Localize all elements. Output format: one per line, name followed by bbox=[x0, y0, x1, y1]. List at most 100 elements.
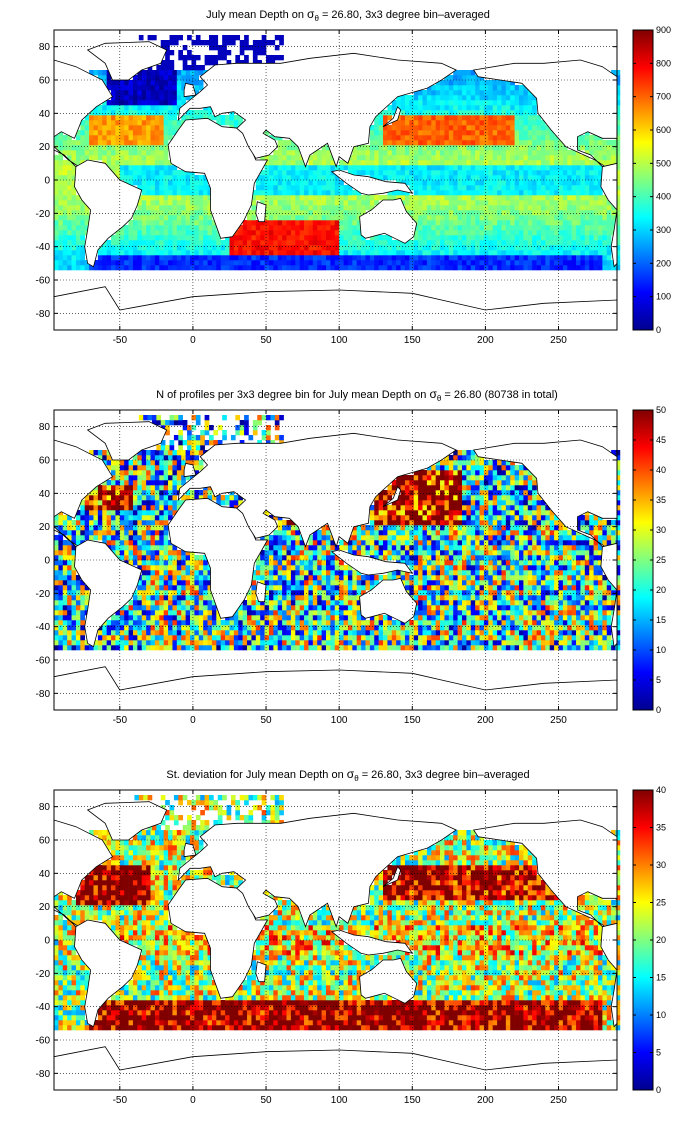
heatmap-cell bbox=[176, 595, 182, 601]
heatmap-cell bbox=[163, 215, 169, 221]
heatmap-cell bbox=[58, 225, 64, 231]
heatmap-cell bbox=[387, 245, 393, 251]
heatmap-cell bbox=[159, 180, 164, 186]
heatmap-cell bbox=[602, 145, 608, 151]
heatmap-cell bbox=[111, 635, 116, 641]
heatmap-cell bbox=[615, 265, 621, 271]
heatmap-cell bbox=[229, 500, 235, 506]
heatmap-cell bbox=[580, 155, 586, 161]
heatmap-cell bbox=[141, 145, 147, 151]
heatmap-cell bbox=[347, 185, 353, 191]
heatmap-cell bbox=[549, 160, 555, 166]
heatmap-cell bbox=[277, 180, 283, 186]
heatmap-cell bbox=[119, 135, 125, 141]
heatmap-cell bbox=[347, 260, 353, 266]
heatmap-cell bbox=[159, 500, 164, 506]
heatmap-cell bbox=[58, 590, 64, 596]
heatmap-cell bbox=[247, 250, 252, 256]
heatmap-cell bbox=[128, 645, 134, 651]
heatmap-cell bbox=[519, 160, 524, 166]
heatmap-cell bbox=[440, 140, 445, 146]
heatmap-cell bbox=[431, 100, 436, 106]
heatmap-cell bbox=[260, 535, 265, 541]
heatmap-cell bbox=[527, 90, 533, 96]
heatmap-cell bbox=[198, 180, 204, 186]
heatmap-cell bbox=[501, 235, 507, 241]
heatmap-cell bbox=[67, 640, 72, 646]
heatmap-cell bbox=[190, 265, 195, 271]
heatmap-cell bbox=[418, 150, 423, 156]
heatmap-cell bbox=[163, 555, 169, 561]
heatmap-cell bbox=[308, 175, 314, 181]
heatmap-cell bbox=[488, 120, 493, 126]
heatmap-cell bbox=[172, 555, 178, 561]
heatmap-cell bbox=[159, 155, 164, 161]
heatmap-cell bbox=[308, 180, 314, 186]
heatmap-cell bbox=[260, 220, 265, 226]
heatmap-cell bbox=[396, 265, 401, 271]
heatmap-cell bbox=[497, 265, 502, 271]
heatmap-cell bbox=[229, 110, 235, 116]
heatmap-cell bbox=[440, 195, 445, 201]
heatmap-cell bbox=[137, 480, 143, 486]
heatmap-cell bbox=[540, 160, 546, 166]
heatmap-cell bbox=[264, 640, 270, 646]
heatmap-cell bbox=[457, 130, 463, 136]
heatmap-cell bbox=[304, 210, 309, 216]
heatmap-cell bbox=[519, 115, 524, 121]
heatmap-cell bbox=[488, 230, 493, 236]
heatmap-cell bbox=[282, 195, 287, 201]
heatmap-cell bbox=[141, 125, 147, 131]
heatmap-cell bbox=[321, 265, 327, 271]
heatmap-cell bbox=[268, 265, 274, 271]
heatmap-cell bbox=[510, 240, 515, 246]
heatmap-cell bbox=[198, 185, 204, 191]
heatmap-cell bbox=[71, 540, 77, 546]
heatmap-cell bbox=[615, 210, 621, 216]
heatmap-cell bbox=[84, 140, 90, 146]
heatmap-cell bbox=[185, 600, 191, 606]
heatmap-cell bbox=[80, 235, 86, 241]
heatmap-cell bbox=[475, 185, 480, 191]
heatmap-cell bbox=[115, 90, 121, 96]
heatmap-cell bbox=[606, 240, 612, 246]
heatmap-cell bbox=[168, 510, 173, 516]
heatmap-cell bbox=[343, 260, 349, 266]
heatmap-cell bbox=[580, 185, 586, 191]
heatmap-cell bbox=[146, 475, 151, 481]
heatmap-cell bbox=[75, 610, 81, 616]
heatmap-cell bbox=[523, 170, 529, 176]
heatmap-cell bbox=[194, 455, 200, 461]
y-tick-label: 80 bbox=[39, 42, 51, 53]
heatmap-cell bbox=[492, 150, 498, 156]
heatmap-cell bbox=[426, 240, 432, 246]
heatmap-cell bbox=[178, 35, 183, 41]
heatmap-cell bbox=[519, 250, 524, 256]
heatmap-cell bbox=[532, 95, 537, 101]
heatmap-cell bbox=[523, 255, 529, 261]
heatmap-cell bbox=[391, 245, 397, 251]
heatmap-cell bbox=[383, 195, 388, 201]
heatmap-cell bbox=[84, 500, 90, 506]
heatmap-cell bbox=[93, 115, 99, 121]
heatmap-cell bbox=[580, 250, 586, 256]
colorbar-tick-label: 300 bbox=[656, 225, 671, 235]
heatmap-cell bbox=[567, 215, 572, 221]
heatmap-cell bbox=[71, 640, 77, 646]
heatmap-cell bbox=[597, 145, 603, 151]
heatmap-cell bbox=[195, 65, 201, 71]
heatmap-cell bbox=[194, 495, 200, 501]
heatmap-cell bbox=[273, 260, 279, 266]
heatmap-cell bbox=[365, 200, 371, 206]
heatmap-cell bbox=[497, 105, 502, 111]
heatmap-cell bbox=[75, 220, 81, 226]
heatmap-cell bbox=[54, 580, 59, 586]
heatmap-cell bbox=[132, 100, 138, 106]
heatmap-cell bbox=[317, 265, 322, 271]
heatmap-cell bbox=[163, 545, 169, 551]
heatmap-cell bbox=[62, 170, 68, 176]
heatmap-cell bbox=[203, 185, 208, 191]
heatmap-cell bbox=[488, 250, 493, 256]
heatmap-cell bbox=[413, 250, 419, 256]
heatmap-cell bbox=[80, 220, 86, 226]
